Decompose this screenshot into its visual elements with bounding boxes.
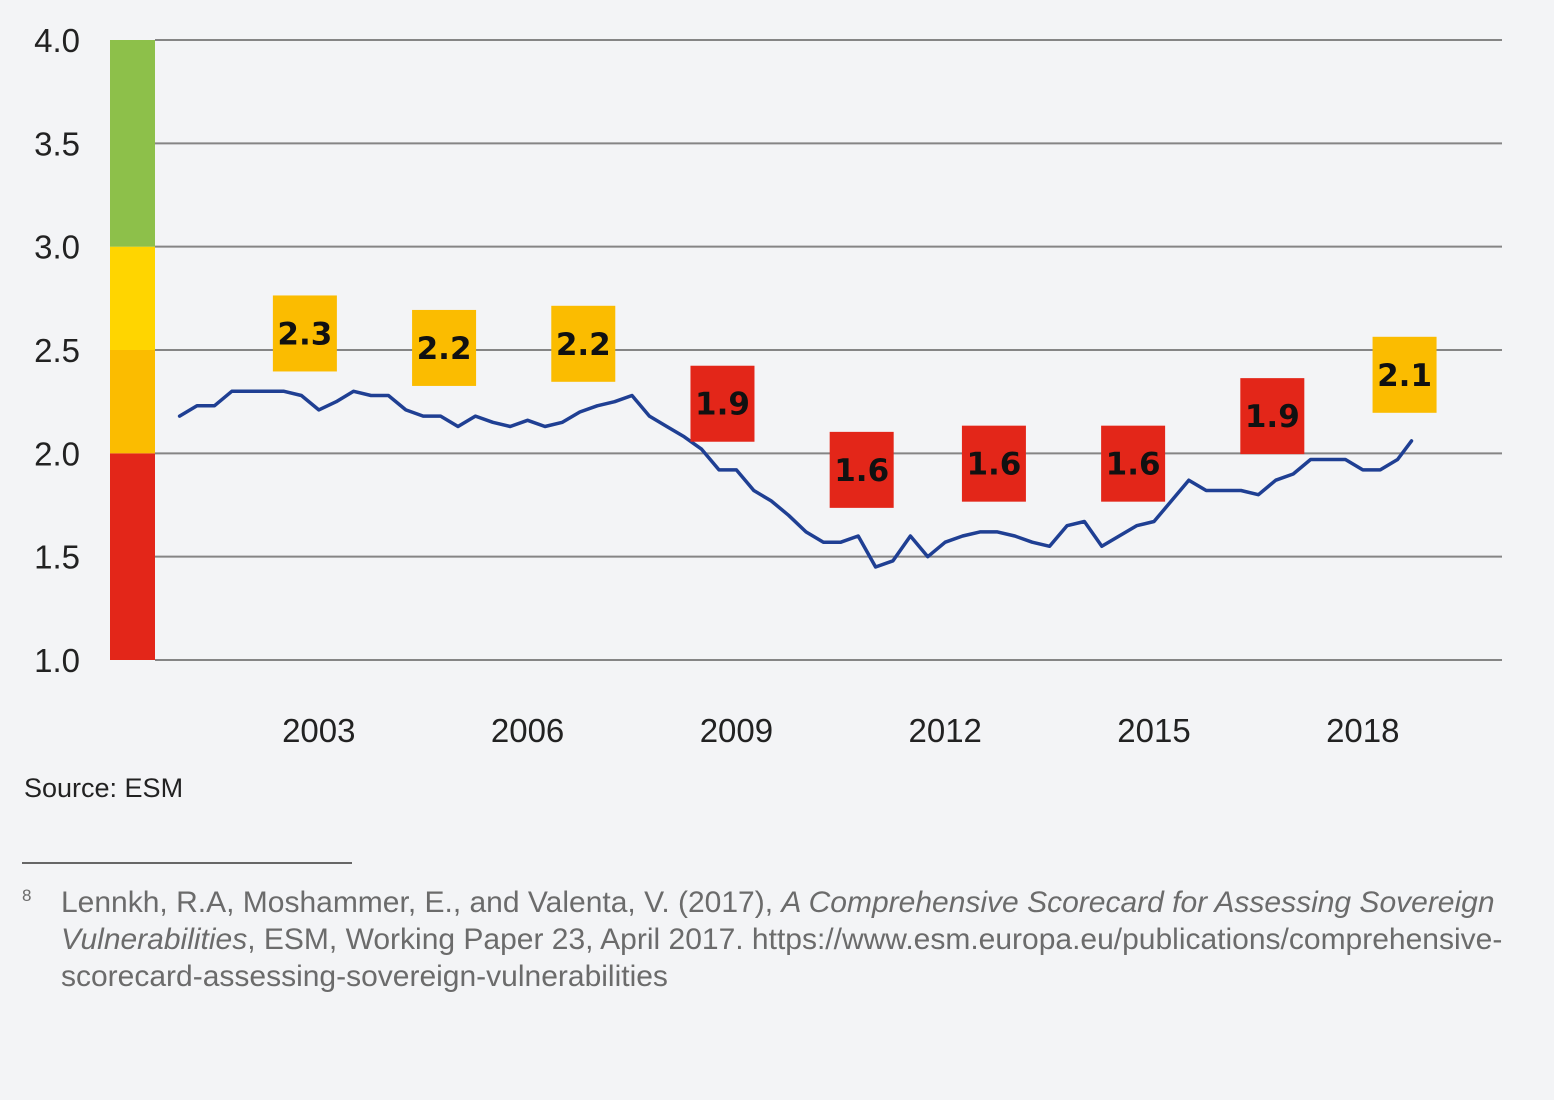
y-tick-label: 3.5: [34, 125, 80, 162]
x-tick-label: 2012: [908, 712, 981, 749]
color-scale-segment: [110, 246, 155, 350]
x-tick-label: 2009: [700, 712, 773, 749]
y-axis: 1.0 1.5 2.0 2.5 3.0 3.5 4.0: [34, 22, 80, 679]
rating-annotation-box: [961, 425, 1026, 502]
x-axis: 2003 2006 2009 2012 2015 2018: [282, 712, 1399, 749]
rating-annotation-box: [690, 365, 755, 442]
series-line: [177, 389, 1414, 569]
rating-annotation-label: 1.9: [695, 387, 750, 423]
rating-annotation-label: 2.1: [1377, 358, 1432, 394]
y-tick-label: 1.0: [34, 642, 80, 679]
color-scale-segment: [110, 40, 155, 247]
x-tick-label: 2015: [1117, 712, 1190, 749]
y-tick-label: 2.0: [34, 435, 80, 472]
rating-annotation-label: 1.6: [1106, 447, 1161, 483]
x-tick-label: 2018: [1326, 712, 1399, 749]
y-tick-label: 4.0: [34, 22, 80, 59]
rating-annotation-label: 2.3: [277, 316, 332, 352]
rating-annotation-label: 2.2: [417, 331, 472, 367]
footnote-text: Lennkh, R.A, Moshammer, E., and Valenta,…: [61, 884, 1522, 995]
x-tick-label: 2003: [282, 712, 355, 749]
gridlines: [155, 39, 1502, 661]
rating-annotation-box: [1372, 336, 1437, 413]
line-chart: 1.01.52.02.53.03.54.0 2003 2006 2009 2012 20…: [34, 22, 1502, 749]
footnote-text-after: , ESM, Working Paper 23, April 2017. htt…: [61, 923, 1503, 993]
footnote-marker: 8: [22, 886, 32, 905]
footnote: 8 Lennkh, R.A, Moshammer, E., and Valent…: [22, 884, 1522, 995]
rating-annotation-box: [551, 305, 616, 382]
series-layer: [177, 389, 1414, 569]
x-tick-label: 2006: [491, 712, 564, 749]
color-scale-bar: [110, 40, 155, 660]
footnote-text-before: Lennkh, R.A, Moshammer, E., and Valenta,…: [61, 886, 782, 919]
y-tick-label: 1.5: [34, 539, 80, 576]
rating-annotation-box: [412, 309, 477, 386]
rating-annotation-box: [272, 295, 337, 372]
color-scale-segment: [110, 453, 155, 660]
rating-annotation-label: 1.6: [966, 447, 1021, 483]
rating-annotation-box: [829, 431, 894, 508]
color-scale-segment: [110, 350, 155, 454]
rating-annotation-label: 1.6: [834, 453, 889, 489]
footnote-divider: [22, 862, 352, 864]
rating-annotation-label: 2.2: [556, 327, 611, 363]
footnote-title: A Comprehensive Scorecard for Assessing …: [61, 886, 1495, 956]
rating-annotation-box: [1240, 378, 1305, 455]
rating-annotation-label: 1.9: [1245, 399, 1300, 435]
rating-annotation-box: [1101, 425, 1166, 502]
y-tick-label: 3.0: [34, 229, 80, 266]
source-note: Source: ESM: [24, 773, 184, 803]
annotation-layer: 2.3 2.2 2.2 1.9 1.6 1.6 1.6 1.9 2.1: [272, 295, 1437, 508]
y-tick-label: 2.5: [34, 332, 80, 369]
